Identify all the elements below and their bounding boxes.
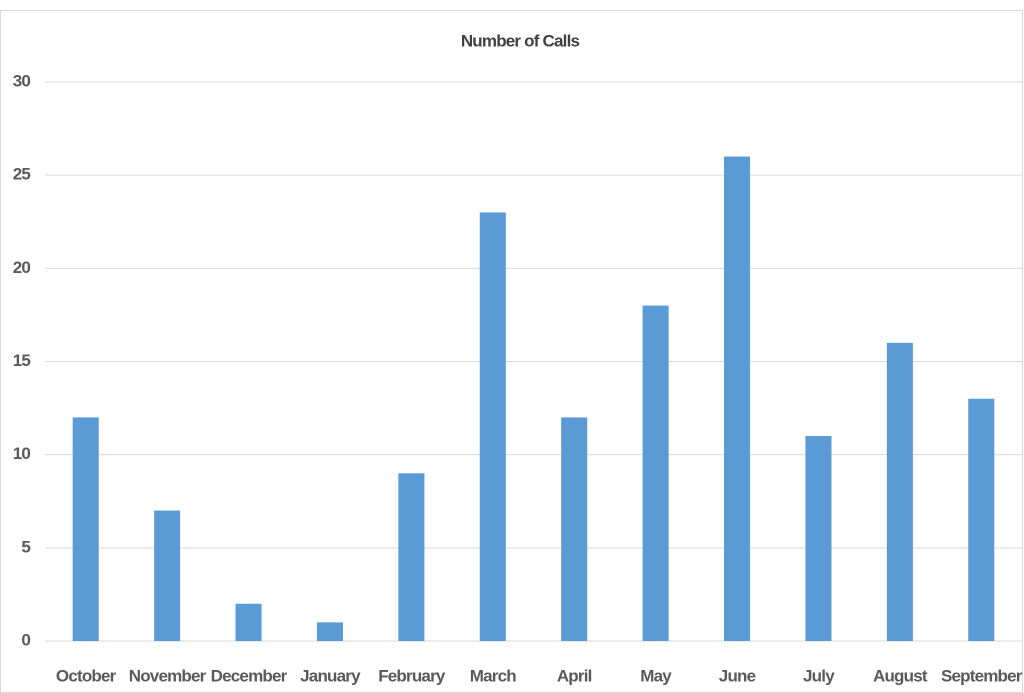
x-tick-label: January [300, 666, 361, 685]
x-tick-label: February [378, 666, 446, 685]
y-tick-label: 10 [13, 444, 31, 463]
x-tick-label: June [719, 666, 756, 685]
chart-title: Number of Calls [461, 31, 580, 50]
y-tick-label: 20 [13, 258, 31, 277]
bar [724, 156, 751, 642]
bar [72, 417, 99, 641]
x-tick-label: August [873, 666, 928, 685]
x-tick-label: September [941, 666, 1023, 685]
x-tick-label: November [129, 666, 207, 685]
bar [154, 510, 181, 641]
x-tick-label: December [211, 666, 288, 685]
bar [968, 398, 995, 641]
x-tick-label: March [470, 666, 516, 685]
bar [886, 342, 913, 641]
x-tick-label: May [640, 666, 672, 685]
y-tick-label: 0 [21, 630, 30, 649]
y-tick-label: 15 [13, 351, 31, 370]
x-tick-label: April [557, 666, 592, 685]
bar [642, 305, 669, 641]
bar [805, 436, 832, 641]
y-tick-label: 30 [13, 71, 31, 90]
chart-frame [0, 10, 1023, 693]
x-tick-label: October [56, 666, 117, 685]
bar [561, 417, 588, 641]
x-tick-label: July [803, 666, 835, 685]
bar [235, 603, 262, 641]
y-tick-label: 25 [13, 165, 31, 184]
bar [479, 212, 506, 641]
bar [398, 473, 425, 641]
bar [316, 622, 343, 641]
y-tick-label: 5 [21, 537, 30, 556]
